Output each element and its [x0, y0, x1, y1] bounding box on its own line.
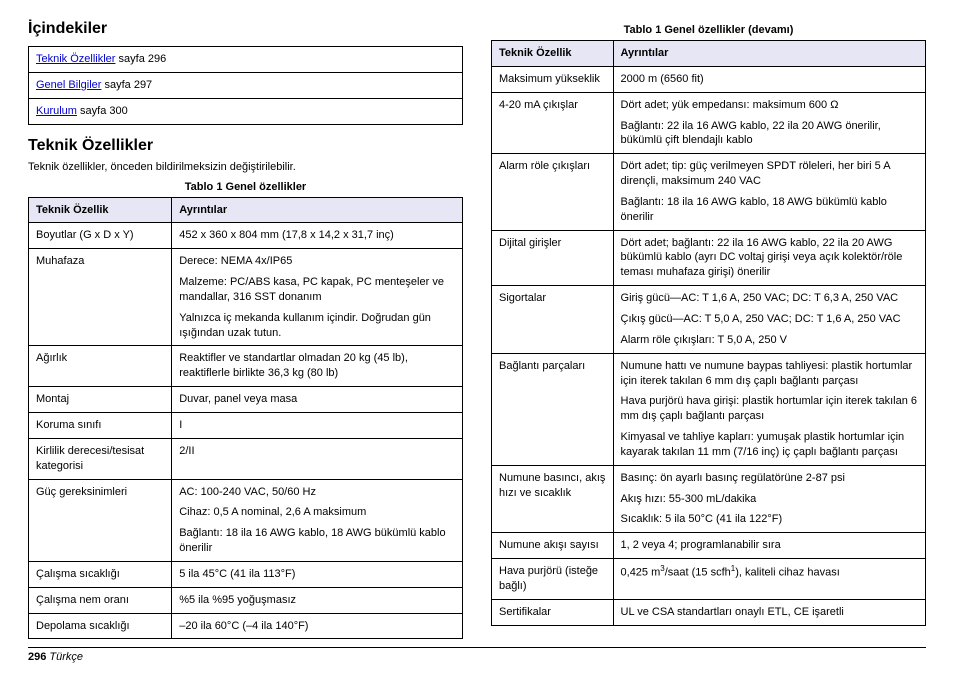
table1-header-spec: Teknik Özellik [29, 197, 172, 223]
toc-link[interactable]: Teknik Özellikler [36, 53, 115, 65]
detail-line: 452 x 360 x 804 mm (17,8 x 14,2 x 31,7 i… [179, 228, 455, 243]
detail-line: Bağlantı: 22 ila 16 AWG kablo, 22 ila 20… [621, 119, 918, 149]
spec-cell: Maksimum yükseklik [492, 66, 614, 92]
toc-row: Teknik Özellikler sayfa 296 [29, 47, 463, 73]
spec-cell: Sigortalar [492, 286, 614, 354]
toc-table: Teknik Özellikler sayfa 296Genel Bilgile… [28, 46, 463, 125]
spec-cell: Numune akışı sayısı [492, 533, 614, 559]
detail-cell: 5 ila 45°C (41 ila 113°F) [172, 561, 463, 587]
detail-line: Numune hattı ve numune baypas tahliyesi:… [621, 359, 918, 389]
detail-cell: Numune hattı ve numune baypas tahliyesi:… [613, 353, 925, 465]
detail-line: Kimyasal ve tahliye kapları: yumuşak pla… [621, 430, 918, 460]
toc-heading: İçindekiler [28, 20, 463, 38]
detail-line: –20 ila 60°C (–4 ila 140°F) [179, 619, 455, 634]
section-heading: Teknik Özellikler [28, 137, 463, 155]
detail-line: 0,425 m3/saat (15 scfh1), kaliteli cihaz… [621, 564, 918, 581]
detail-cell: UL ve CSA standartları onaylı ETL, CE iş… [613, 599, 925, 625]
detail-cell: 452 x 360 x 804 mm (17,8 x 14,2 x 31,7 i… [172, 223, 463, 249]
spec-cell: Ağırlık [29, 346, 172, 387]
right-column: Tablo 1 Genel özellikler (devamı) Teknik… [491, 20, 926, 630]
toc-page-ref: sayfa 300 [77, 105, 128, 117]
detail-line: Çıkış gücü—AC: T 5,0 A, 250 VAC; DC: T 1… [621, 312, 918, 327]
spec-cell: Dijital girişler [492, 230, 614, 286]
spec-cell: 4-20 mA çıkışlar [492, 92, 614, 154]
spec-cell: Koruma sınıfı [29, 412, 172, 438]
page-footer: 296 Türkçe [28, 647, 926, 663]
detail-line: Malzeme: PC/ABS kasa, PC kapak, PC mente… [179, 275, 455, 305]
toc-page-ref: sayfa 297 [101, 79, 152, 91]
detail-line: %5 ila %95 yoğuşmasız [179, 593, 455, 608]
detail-cell: AC: 100-240 VAC, 50/60 Hz Cihaz: 0,5 A no… [172, 479, 463, 561]
detail-line: I [179, 418, 455, 433]
spec-cell: Montaj [29, 387, 172, 413]
detail-cell: 0,425 m3/saat (15 scfh1), kaliteli cihaz… [613, 559, 925, 600]
detail-line: Basınç: ön ayarlı basınç regülatörüne 2-… [621, 471, 918, 486]
detail-line: Reaktifler ve standartlar olmadan 20 kg … [179, 351, 455, 381]
toc-row: Kurulum sayfa 300 [29, 98, 463, 124]
spec-table-2: Teknik Özellik Ayrıntılar Maksimum yükse… [491, 40, 926, 626]
detail-cell: %5 ila %95 yoğuşmasız [172, 587, 463, 613]
spec-cell: Sertifikalar [492, 599, 614, 625]
detail-cell: Dört adet; yük empedansı: maksimum 600 Ω… [613, 92, 925, 154]
spec-cell: Çalışma sıcaklığı [29, 561, 172, 587]
detail-line: Alarm röle çıkışları: T 5,0 A, 250 V [621, 333, 918, 348]
detail-cell: 2/II [172, 438, 463, 479]
detail-line: 2/II [179, 444, 455, 459]
detail-cell: 2000 m (6560 fit) [613, 66, 925, 92]
spec-cell: Kirlilik derecesi/tesisat kategorisi [29, 438, 172, 479]
left-column: İçindekiler Teknik Özellikler sayfa 296G… [28, 20, 463, 630]
spec-cell: Alarm röle çıkışları [492, 154, 614, 230]
page-language: Türkçe [49, 651, 83, 663]
spec-cell: Boyutlar (G x D x Y) [29, 223, 172, 249]
spec-cell: Güç gereksinimleri [29, 479, 172, 561]
detail-cell: Duvar, panel veya masa [172, 387, 463, 413]
toc-link[interactable]: Kurulum [36, 105, 77, 117]
detail-cell: –20 ila 60°C (–4 ila 140°F) [172, 613, 463, 639]
detail-cell: Dört adet; tip: güç verilmeyen SPDT röle… [613, 154, 925, 230]
detail-line: 1, 2 veya 4; programlanabilir sıra [621, 538, 918, 553]
toc-row: Genel Bilgiler sayfa 297 [29, 72, 463, 98]
toc-link[interactable]: Genel Bilgiler [36, 79, 101, 91]
detail-cell: Derece: NEMA 4x/IP65 Malzeme: PC/ABS kasa… [172, 249, 463, 346]
detail-cell: Giriş gücü—AC: T 1,6 A, 250 VAC; DC: T 6… [613, 286, 925, 354]
page-number: 296 [28, 651, 46, 663]
spec-table-1: Teknik Özellik Ayrıntılar Boyutlar (G x … [28, 197, 463, 640]
table2-caption: Tablo 1 Genel özellikler (devamı) [491, 24, 926, 36]
detail-cell: I [172, 412, 463, 438]
detail-line: Dört adet; bağlantı: 22 ila 16 AWG kablo… [621, 236, 918, 281]
detail-cell: Reaktifler ve standartlar olmadan 20 kg … [172, 346, 463, 387]
detail-cell: Basınç: ön ayarlı basınç regülatörüne 2-… [613, 465, 925, 533]
spec-cell: Bağlantı parçaları [492, 353, 614, 465]
table2-header-spec: Teknik Özellik [492, 41, 614, 67]
detail-line: Bağlantı: 18 ila 16 AWG kablo, 18 AWG bü… [179, 526, 455, 556]
detail-line: 5 ila 45°C (41 ila 113°F) [179, 567, 455, 582]
detail-line: Cihaz: 0,5 A nominal, 2,6 A maksimum [179, 505, 455, 520]
detail-line: Dört adet; tip: güç verilmeyen SPDT röle… [621, 159, 918, 189]
detail-line: Sıcaklık: 5 ila 50°C (41 ila 122°F) [621, 512, 918, 527]
detail-cell: Dört adet; bağlantı: 22 ila 16 AWG kablo… [613, 230, 925, 286]
detail-cell: 1, 2 veya 4; programlanabilir sıra [613, 533, 925, 559]
detail-line: Derece: NEMA 4x/IP65 [179, 254, 455, 269]
detail-line: 2000 m (6560 fit) [621, 72, 918, 87]
detail-line: UL ve CSA standartları onaylı ETL, CE iş… [621, 605, 918, 620]
detail-line: Giriş gücü—AC: T 1,6 A, 250 VAC; DC: T 6… [621, 291, 918, 306]
detail-line: Duvar, panel veya masa [179, 392, 455, 407]
table1-caption: Tablo 1 Genel özellikler [28, 181, 463, 193]
detail-line: Hava purjörü hava girişi: plastik hortum… [621, 394, 918, 424]
toc-page-ref: sayfa 296 [115, 53, 166, 65]
spec-cell: Depolama sıcaklığı [29, 613, 172, 639]
spec-cell: Muhafaza [29, 249, 172, 346]
table1-header-detail: Ayrıntılar [172, 197, 463, 223]
detail-line: AC: 100-240 VAC, 50/60 Hz [179, 485, 455, 500]
detail-line: Yalnızca iç mekanda kullanım içindir. Do… [179, 311, 455, 341]
table2-header-detail: Ayrıntılar [613, 41, 925, 67]
spec-cell: Çalışma nem oranı [29, 587, 172, 613]
spec-cell: Hava purjörü (isteğe bağlı) [492, 559, 614, 600]
detail-line: Akış hızı: 55-300 mL/dakika [621, 492, 918, 507]
spec-cell: Numune basıncı, akış hızı ve sıcaklık [492, 465, 614, 533]
detail-line: Bağlantı: 18 ila 16 AWG kablo, 18 AWG bü… [621, 195, 918, 225]
section-intro: Teknik özellikler, önceden bildirilmeksi… [28, 161, 463, 173]
detail-line: Dört adet; yük empedansı: maksimum 600 Ω [621, 98, 918, 113]
